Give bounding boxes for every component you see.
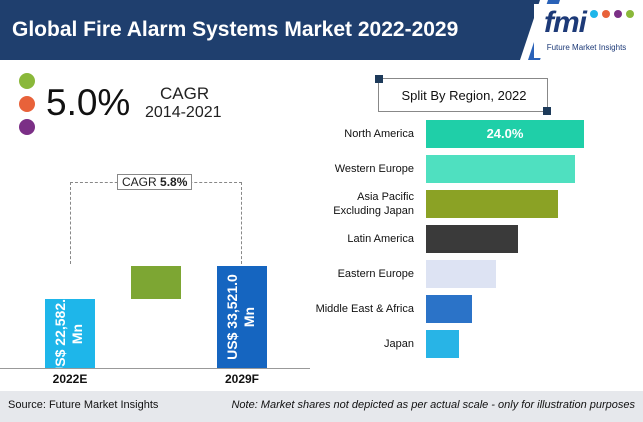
region-label: Western Europe <box>334 163 414 175</box>
header-band-main <box>0 0 540 60</box>
logo-dot-icon <box>626 10 634 18</box>
chart-baseline <box>0 368 310 369</box>
bar-category-label: 2022E <box>52 372 88 386</box>
cagr-annotation-value: 5.8% <box>160 175 188 189</box>
region-bar <box>426 295 473 323</box>
region-bar-value: 24.0% <box>486 126 524 141</box>
logo-dot-icon <box>614 10 622 18</box>
footer-source: Source: Future Market Insights <box>8 399 159 411</box>
region-chart-title: Split By Region, 2022 <box>401 88 527 103</box>
region-bar <box>426 190 558 218</box>
cagr-value: 5.0% <box>46 82 131 123</box>
region-label: Eastern Europe <box>337 268 414 280</box>
cagr-label: CAGR <box>160 84 210 103</box>
title-corner-icon <box>543 107 551 115</box>
region-label: Middle East & Africa <box>315 303 414 315</box>
header: Global Fire Alarm Systems Market 2022-20… <box>0 0 643 60</box>
region-label: North America <box>344 128 414 140</box>
region-bar <box>426 120 584 148</box>
green-dot-icon <box>19 73 35 89</box>
region-chart-title-box: Split By Region, 2022 <box>375 75 551 115</box>
region-bar <box>426 225 518 253</box>
purple-dot-icon <box>19 119 35 135</box>
logo-dot-icon <box>602 10 610 18</box>
cagr-annotation-label: CAGR <box>122 175 157 189</box>
growth-block <box>131 265 181 300</box>
bar-category-label: 2029F <box>224 372 260 386</box>
page-title: Global Fire Alarm Systems Market 2022-20… <box>12 18 459 41</box>
region-bar <box>426 330 459 358</box>
bar-value-label: US$ 33,521.0 Mn <box>224 274 257 360</box>
region-bar <box>426 260 496 288</box>
region-label: Japan <box>384 338 414 350</box>
fmi-logo: fmi Future Market Insights <box>534 4 639 58</box>
bar-2029F <box>217 265 267 368</box>
logo-mark: fmi <box>544 6 587 39</box>
cagr-bracket <box>70 182 242 264</box>
region-label: Latin America <box>347 233 414 245</box>
cagr-period: 2014-2021 <box>145 104 222 121</box>
region-label: Asia Pacific Excluding Japan <box>333 191 414 218</box>
bar-2022E <box>45 299 95 368</box>
logo-dot-icon <box>590 10 598 18</box>
footer-note: Note: Market shares not depicted as per … <box>231 399 635 411</box>
orange-dot-icon <box>19 96 35 112</box>
logo-text: Future Market Insights <box>546 43 627 52</box>
market-value-chart: CAGR 5.8% US$ 22,582.0 Mn 2022E US$ 33,521.… <box>0 150 310 390</box>
title-corner-icon <box>375 75 383 83</box>
footer: Source: Future Market Insights Note: Mar… <box>0 391 643 422</box>
cagr-annotation: CAGR 5.8% <box>117 174 193 190</box>
region-bar <box>426 155 575 183</box>
